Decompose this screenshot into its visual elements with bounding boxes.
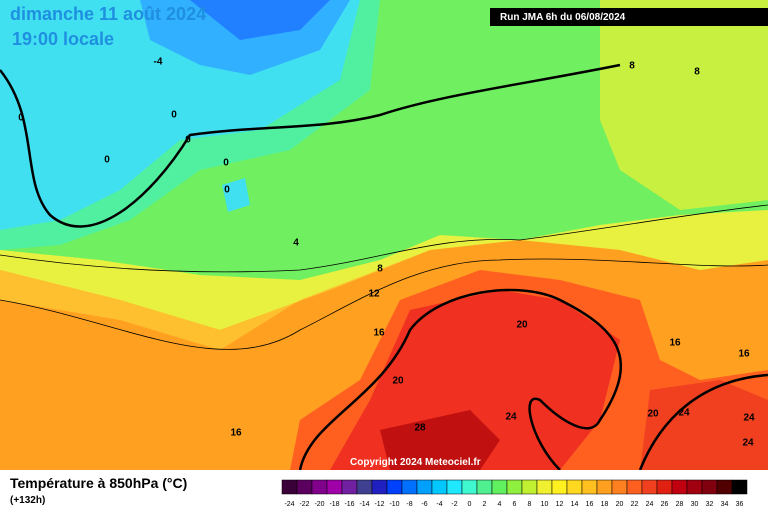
scale-swatch	[671, 479, 688, 495]
scale-tick-label: -20	[314, 501, 324, 508]
contour-label: 24	[742, 438, 754, 449]
color-scale: -24 -22 -20 -18 -16 -14 -12 -10 -8 -6 -4 -2 0 2 4 6 8 10 1…	[281, 479, 748, 508]
scale-tick-label: -8	[406, 501, 412, 508]
contour-label: 20	[392, 376, 404, 387]
scale-tick-label: 10	[541, 501, 549, 508]
scale-swatch	[551, 479, 568, 495]
scale-tick-label: 12	[556, 501, 564, 508]
contour-label: 0	[18, 113, 24, 124]
scale-swatch	[611, 479, 628, 495]
contour-label: 0	[223, 158, 229, 169]
scale-swatch	[536, 479, 553, 495]
scale-tick-label: 36	[736, 501, 744, 508]
scale-tick-label: 22	[631, 501, 639, 508]
contour-label: 8	[694, 67, 700, 78]
contour-label: 0	[185, 135, 191, 146]
contour-label: 16	[738, 349, 750, 360]
contour-label: 8	[377, 264, 383, 275]
scale-swatch	[506, 479, 523, 495]
scale-swatch	[326, 479, 343, 495]
scale-tick-label: 20	[616, 501, 624, 508]
contour-label: -4	[154, 57, 163, 68]
scale-swatch	[731, 479, 748, 495]
scale-swatch	[356, 479, 373, 495]
contour-label: 12	[368, 289, 380, 300]
scale-tick-label: -16	[344, 501, 354, 508]
contour-label: 24	[505, 412, 517, 423]
lead-time: (+132h)	[10, 495, 45, 506]
scale-tick-label: 2	[483, 501, 487, 508]
legend-title: Température à 850hPa (°C)	[10, 475, 187, 491]
scale-tick-label: 0	[468, 501, 472, 508]
scale-swatch	[641, 479, 658, 495]
contour-label: 8	[629, 61, 635, 72]
scale-tick-label: -6	[421, 501, 427, 508]
scale-swatch	[476, 479, 493, 495]
scale-tick-label: 16	[586, 501, 594, 508]
map-subtitle: 19:00 locale	[12, 29, 114, 49]
run-info: Run JMA 6h du 06/08/2024	[500, 12, 626, 23]
scale-tick-label: 24	[646, 501, 654, 508]
scale-tick-label: -2	[451, 501, 457, 508]
scale-swatch	[701, 479, 718, 495]
scale-swatch	[686, 479, 703, 495]
scale-tick-label: 34	[721, 501, 729, 508]
scale-swatch	[311, 479, 328, 495]
contour-label: 0	[171, 110, 177, 121]
contour-label: 20	[516, 320, 528, 331]
scale-swatch	[491, 479, 508, 495]
scale-swatch	[401, 479, 418, 495]
contour-label: 20	[647, 409, 659, 420]
scale-swatch	[431, 479, 448, 495]
scale-tick-label: 18	[601, 501, 609, 508]
scale-swatch	[566, 479, 583, 495]
scale-swatch	[521, 479, 538, 495]
scale-tick-label: -10	[389, 501, 399, 508]
scale-swatch	[386, 479, 403, 495]
scale-tick-label: -22	[299, 501, 309, 508]
scale-swatch	[461, 479, 478, 495]
scale-swatch	[596, 479, 613, 495]
contour-label: 16	[669, 338, 681, 349]
contour-labels: -4 8 8 0 0 0 0 0 0 4 8 12 16 20 20 24 28…	[18, 57, 755, 449]
scale-tick-label: -12	[374, 501, 384, 508]
scale-tick-label: 8	[528, 501, 532, 508]
contour-label: 24	[743, 413, 755, 424]
contour-label: 4	[293, 238, 299, 249]
scale-swatch	[656, 479, 673, 495]
contour-label: 24	[678, 408, 690, 419]
scale-tick-label: 28	[676, 501, 684, 508]
contour-label: 0	[104, 155, 110, 166]
scale-swatch	[716, 479, 733, 495]
run-box	[490, 8, 768, 26]
scale-swatch	[341, 479, 358, 495]
scale-swatch	[371, 479, 388, 495]
copyright: Copyright 2024 Meteociel.fr	[350, 457, 481, 468]
scale-tick-label: -18	[329, 501, 339, 508]
contour-label: 16	[373, 328, 385, 339]
scale-tick-label: -4	[436, 501, 442, 508]
scale-swatch	[581, 479, 598, 495]
map-field	[0, 0, 768, 470]
contour-lines	[0, 63, 768, 471]
scale-swatch	[446, 479, 463, 495]
scale-swatch	[626, 479, 643, 495]
map-title: dimanche 11 août 2024	[10, 4, 206, 24]
scale-tick-label: 14	[571, 501, 579, 508]
scale-swatch	[416, 479, 433, 495]
contour-label: 16	[230, 428, 242, 439]
scale-tick-label: -24	[284, 501, 294, 508]
scale-swatch	[296, 479, 313, 495]
scale-tick-label: 30	[691, 501, 699, 508]
scale-tick-label: 6	[513, 501, 517, 508]
contour-label: 28	[414, 423, 426, 434]
scale-tick-label: 32	[706, 501, 714, 508]
scale-tick-label: 26	[661, 501, 669, 508]
scale-tick-label: 4	[498, 501, 502, 508]
contour-label: 0	[224, 185, 230, 196]
scale-tick-label: -14	[359, 501, 369, 508]
scale-swatch	[281, 479, 298, 495]
